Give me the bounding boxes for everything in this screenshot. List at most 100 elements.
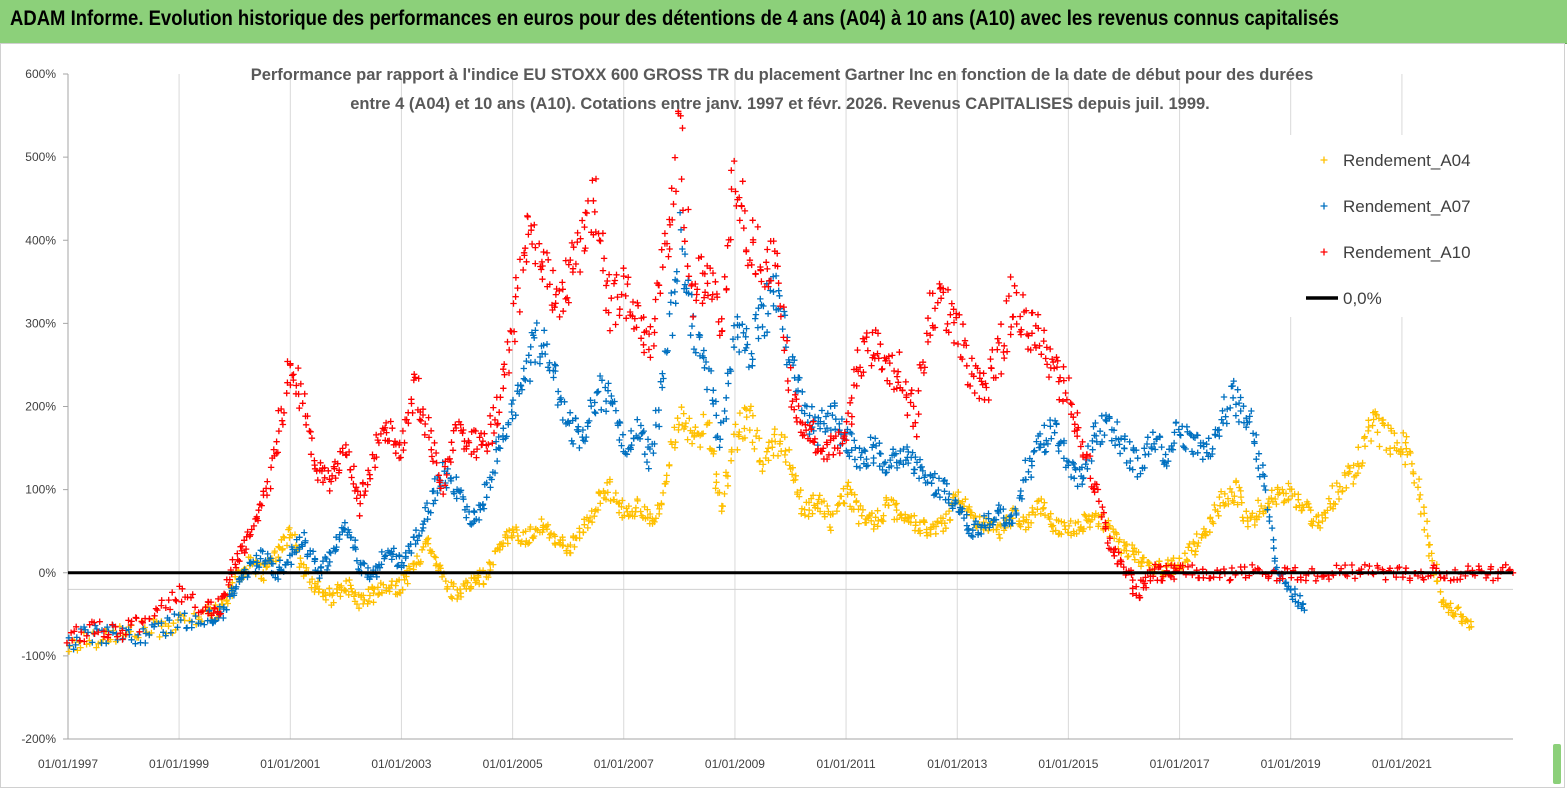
data-point	[460, 426, 467, 434]
data-point	[1129, 590, 1136, 597]
data-point	[232, 564, 240, 571]
data-point	[915, 475, 923, 482]
data-point	[431, 497, 439, 504]
data-point	[307, 547, 314, 554]
data-point	[539, 262, 546, 270]
data-point	[721, 490, 728, 498]
data-point	[484, 448, 491, 455]
data-point	[571, 543, 578, 551]
data-point	[1101, 431, 1108, 439]
data-point	[1176, 555, 1183, 562]
data-point	[513, 526, 520, 534]
data-point	[494, 420, 501, 427]
data-point	[808, 495, 815, 502]
data-point	[1202, 528, 1209, 535]
data-point	[992, 374, 999, 381]
data-point	[1253, 456, 1260, 463]
data-point	[1270, 536, 1277, 543]
data-point	[1203, 449, 1210, 456]
data-point	[1410, 470, 1417, 477]
data-point	[520, 266, 527, 274]
data-point	[1244, 523, 1252, 530]
data-point	[499, 543, 506, 550]
data-point	[463, 503, 471, 510]
legend-label: Rendement_A10	[1343, 243, 1471, 262]
data-point	[435, 472, 442, 479]
scrollbar-thumb[interactable]	[1553, 744, 1561, 784]
data-point	[403, 416, 410, 423]
data-point	[673, 277, 681, 285]
data-point	[940, 477, 947, 485]
data-point	[827, 527, 834, 534]
data-point	[1195, 539, 1202, 547]
data-point	[933, 490, 940, 497]
data-point	[567, 256, 574, 264]
data-point	[1082, 461, 1089, 468]
data-point	[1384, 422, 1392, 429]
data-point	[1393, 574, 1400, 581]
data-point	[354, 488, 361, 495]
data-point	[1034, 311, 1042, 318]
data-point	[795, 402, 802, 410]
data-point	[1382, 576, 1389, 583]
data-point	[1424, 532, 1431, 540]
data-point	[381, 424, 389, 431]
data-point	[572, 414, 579, 422]
data-point	[1316, 524, 1324, 532]
data-point	[1310, 518, 1317, 525]
data-point	[342, 587, 350, 595]
data-point	[765, 445, 772, 452]
data-point	[932, 530, 939, 537]
data-point	[741, 425, 748, 432]
data-point	[769, 444, 776, 451]
data-point	[942, 525, 950, 532]
data-point	[187, 594, 195, 601]
data-point	[1249, 430, 1257, 437]
data-point	[602, 496, 610, 503]
data-point	[242, 545, 250, 553]
data-point	[335, 469, 343, 476]
data-point	[382, 552, 389, 559]
data-point	[1417, 491, 1424, 499]
data-point	[1447, 577, 1454, 584]
data-point	[603, 282, 610, 289]
data-point	[872, 442, 880, 450]
data-point	[1374, 429, 1381, 436]
data-point	[536, 240, 543, 247]
data-point	[634, 299, 641, 307]
data-point	[1408, 460, 1416, 467]
data-point	[1001, 342, 1008, 349]
data-point	[608, 392, 615, 400]
data-point	[782, 458, 789, 466]
data-point	[342, 441, 350, 449]
data-point	[843, 418, 850, 425]
data-point	[686, 415, 693, 422]
data-point	[1041, 512, 1049, 519]
data-point	[1100, 509, 1107, 516]
data-point	[378, 561, 385, 568]
data-point	[1123, 459, 1130, 467]
data-point	[333, 543, 340, 551]
data-point	[223, 596, 230, 604]
data-point	[836, 449, 843, 457]
data-point	[892, 450, 900, 457]
data-point	[263, 492, 271, 499]
data-point	[659, 489, 667, 497]
data-point	[1182, 445, 1189, 453]
data-point	[911, 466, 918, 473]
data-point	[530, 332, 537, 339]
data-point	[501, 371, 508, 378]
data-point	[861, 448, 869, 455]
data-point	[843, 437, 850, 444]
data-point	[417, 558, 424, 565]
data-point	[392, 450, 399, 457]
data-point	[260, 577, 267, 584]
data-point	[939, 285, 947, 292]
data-point	[1176, 565, 1183, 572]
data-point	[744, 341, 751, 348]
data-point	[1040, 504, 1047, 511]
data-point	[597, 500, 604, 507]
data-point	[330, 463, 337, 470]
data-point	[1266, 513, 1273, 521]
data-point	[586, 514, 594, 522]
